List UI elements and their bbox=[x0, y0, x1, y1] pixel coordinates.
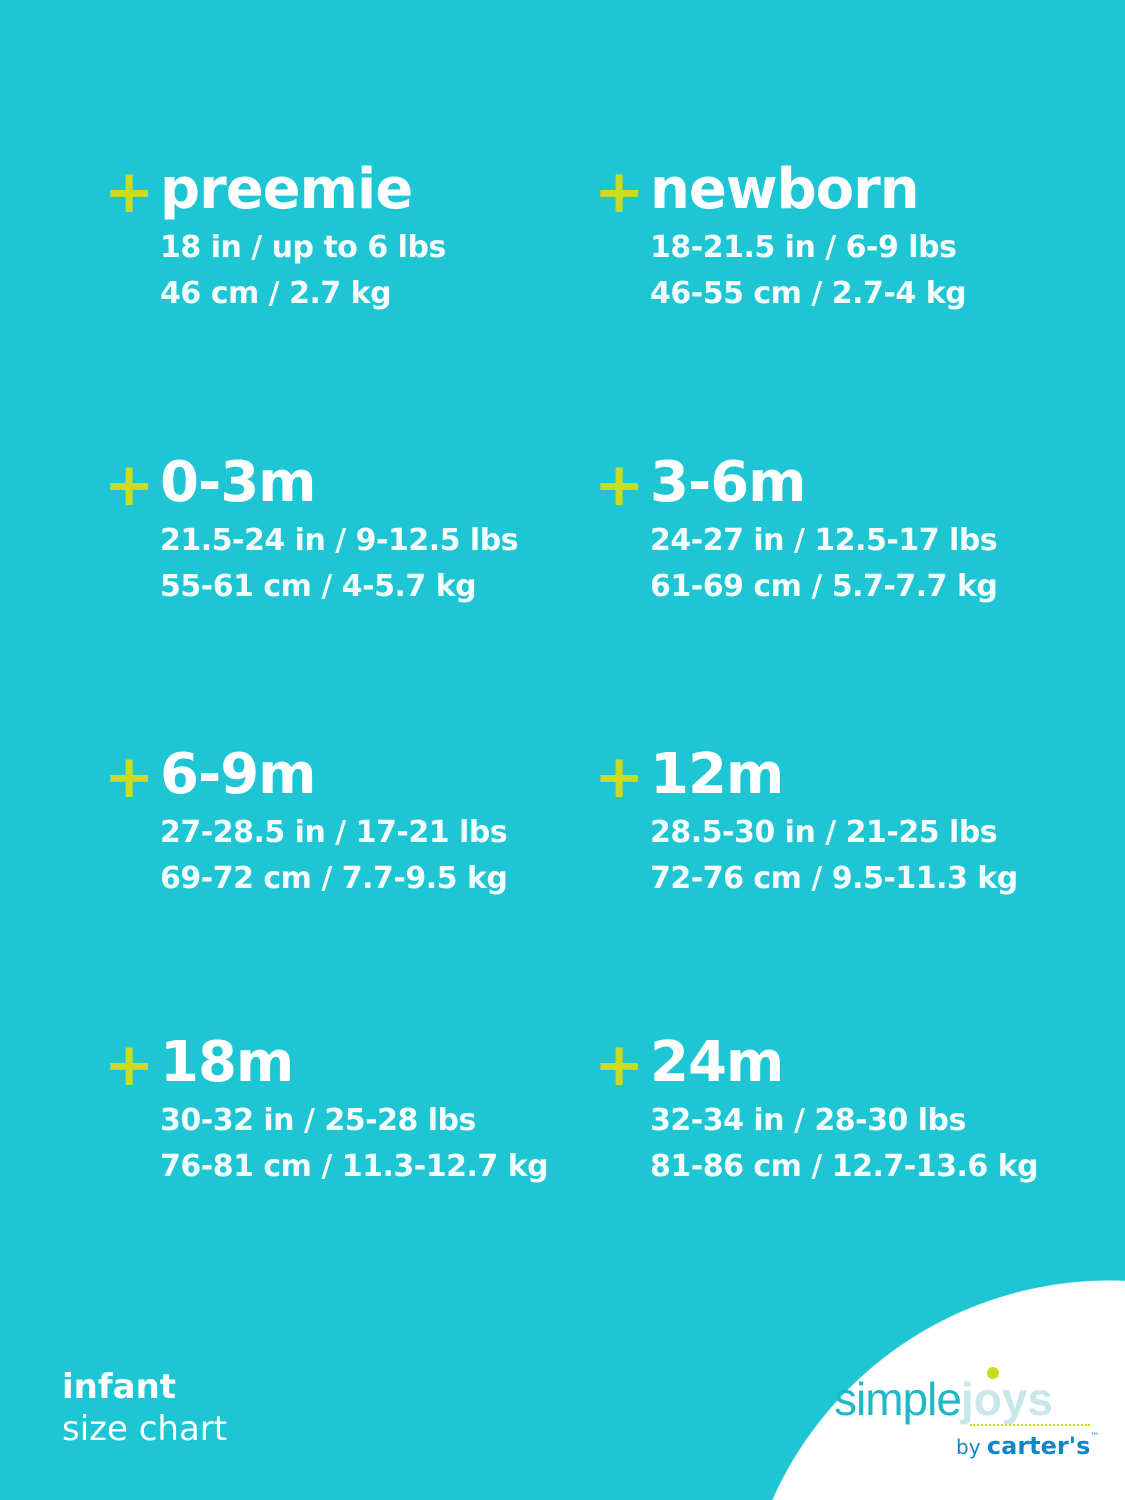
plus-icon: + bbox=[104, 157, 155, 227]
plus-icon: + bbox=[594, 450, 645, 520]
logo-simple: simple bbox=[834, 1373, 962, 1425]
size-title: 3-6m bbox=[650, 450, 807, 515]
logo-background-circle bbox=[740, 1280, 1125, 1500]
size-title: preemie bbox=[160, 157, 413, 222]
logo-carters: carter's bbox=[986, 1432, 1091, 1460]
size-item-newborn: + newborn 18-21.5 in / 6-9 lbs 46-55 cm … bbox=[594, 155, 1090, 317]
size-title: newborn bbox=[650, 157, 920, 222]
size-imperial: 30-32 in / 25-28 lbs bbox=[160, 1103, 476, 1138]
logo-joys: joys bbox=[960, 1367, 1053, 1425]
plus-icon: + bbox=[104, 450, 155, 520]
size-item-0-3m: + 0-3m 21.5-24 in / 9-12.5 lbs 55-61 cm … bbox=[104, 448, 600, 610]
size-imperial: 18-21.5 in / 6-9 lbs bbox=[650, 230, 957, 265]
size-imperial: 21.5-24 in / 9-12.5 lbs bbox=[160, 523, 519, 558]
logo-dot-icon bbox=[986, 1367, 999, 1379]
plus-icon: + bbox=[594, 157, 645, 227]
size-title: 12m bbox=[650, 742, 784, 807]
size-metric: 46 cm / 2.7 kg bbox=[160, 276, 392, 311]
size-item-24m: + 24m 32-34 in / 28-30 lbs 81-86 cm / 12… bbox=[594, 1028, 1090, 1190]
caption-infant: infant bbox=[62, 1367, 177, 1407]
size-imperial: 24-27 in / 12.5-17 lbs bbox=[650, 523, 998, 558]
size-imperial: 27-28.5 in / 17-21 lbs bbox=[160, 815, 508, 850]
plus-icon: + bbox=[104, 1030, 155, 1100]
size-imperial: 18 in / up to 6 lbs bbox=[160, 230, 446, 265]
logo-by: by bbox=[956, 1435, 981, 1459]
size-item-3-6m: + 3-6m 24-27 in / 12.5-17 lbs 61-69 cm /… bbox=[594, 448, 1090, 610]
size-metric: 81-86 cm / 12.7-13.6 kg bbox=[650, 1149, 1039, 1184]
plus-icon: + bbox=[594, 742, 645, 812]
simple-joys-logo: simple joys by carter's™ bbox=[834, 1367, 1099, 1460]
logo-tm: ™ bbox=[1090, 1432, 1100, 1442]
size-metric: 69-72 cm / 7.7-9.5 kg bbox=[160, 861, 508, 896]
logo-dotted-line bbox=[970, 1424, 1090, 1426]
size-metric: 61-69 cm / 5.7-7.7 kg bbox=[650, 569, 998, 604]
size-title: 6-9m bbox=[160, 742, 317, 807]
size-item-preemie: + preemie 18 in / up to 6 lbs 46 cm / 2.… bbox=[104, 155, 600, 317]
plus-icon: + bbox=[104, 742, 155, 812]
size-metric: 46-55 cm / 2.7-4 kg bbox=[650, 276, 967, 311]
chart-caption: infant size chart bbox=[62, 1366, 227, 1450]
size-metric: 76-81 cm / 11.3-12.7 kg bbox=[160, 1149, 549, 1184]
size-imperial: 32-34 in / 28-30 lbs bbox=[650, 1103, 966, 1138]
plus-icon: + bbox=[594, 1030, 645, 1100]
size-item-12m: + 12m 28.5-30 in / 21-25 lbs 72-76 cm / … bbox=[594, 740, 1090, 902]
size-title: 18m bbox=[160, 1030, 294, 1095]
size-imperial: 28.5-30 in / 21-25 lbs bbox=[650, 815, 998, 850]
size-title: 24m bbox=[650, 1030, 784, 1095]
size-metric: 72-76 cm / 9.5-11.3 kg bbox=[650, 861, 1018, 896]
caption-size-chart: size chart bbox=[62, 1409, 228, 1449]
size-item-6-9m: + 6-9m 27-28.5 in / 17-21 lbs 69-72 cm /… bbox=[104, 740, 600, 902]
size-item-18m: + 18m 30-32 in / 25-28 lbs 76-81 cm / 11… bbox=[104, 1028, 600, 1190]
size-metric: 55-61 cm / 4-5.7 kg bbox=[160, 569, 477, 604]
size-title: 0-3m bbox=[160, 450, 317, 515]
logo-joys-text: joys bbox=[960, 1373, 1053, 1425]
logo-by-carters: by carter's™ bbox=[956, 1432, 1099, 1460]
